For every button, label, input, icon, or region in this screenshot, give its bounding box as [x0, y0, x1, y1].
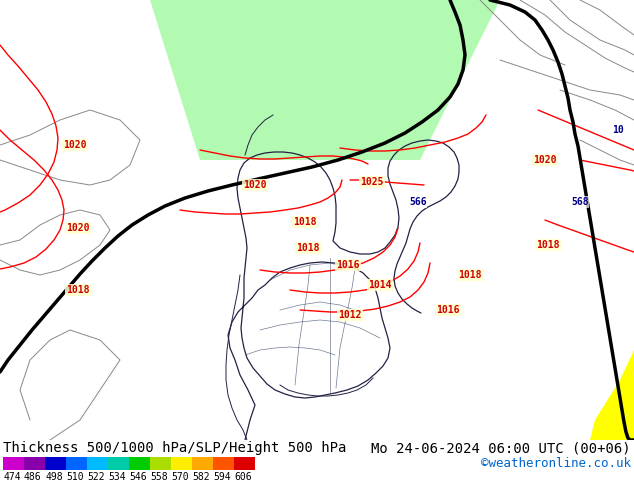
- Text: 582: 582: [192, 472, 210, 482]
- FancyBboxPatch shape: [24, 457, 45, 470]
- FancyBboxPatch shape: [213, 457, 234, 470]
- Polygon shape: [150, 0, 500, 160]
- FancyBboxPatch shape: [171, 457, 192, 470]
- Text: 568: 568: [571, 197, 589, 207]
- Text: 594: 594: [213, 472, 231, 482]
- Text: 10: 10: [612, 125, 624, 135]
- Text: 1018: 1018: [296, 243, 320, 253]
- Text: 1018: 1018: [458, 270, 482, 280]
- Text: 546: 546: [129, 472, 146, 482]
- Text: 566: 566: [409, 197, 427, 207]
- Text: 1020: 1020: [533, 155, 557, 165]
- Text: Mo 24-06-2024 06:00 UTC (00+06): Mo 24-06-2024 06:00 UTC (00+06): [372, 441, 631, 455]
- FancyBboxPatch shape: [234, 457, 255, 470]
- Text: 486: 486: [24, 472, 42, 482]
- FancyBboxPatch shape: [87, 457, 108, 470]
- Text: 1012: 1012: [339, 310, 362, 320]
- Text: 510: 510: [66, 472, 84, 482]
- Text: 1018: 1018: [294, 217, 317, 227]
- Text: 1018: 1018: [536, 240, 560, 250]
- Text: 1025: 1025: [360, 177, 384, 187]
- Text: 498: 498: [45, 472, 63, 482]
- Text: 606: 606: [234, 472, 252, 482]
- Text: 558: 558: [150, 472, 167, 482]
- FancyBboxPatch shape: [150, 457, 171, 470]
- FancyBboxPatch shape: [3, 457, 24, 470]
- Text: 1016: 1016: [336, 260, 359, 270]
- Text: ©weatheronline.co.uk: ©weatheronline.co.uk: [481, 457, 631, 470]
- FancyBboxPatch shape: [129, 457, 150, 470]
- Polygon shape: [590, 350, 634, 440]
- FancyBboxPatch shape: [108, 457, 129, 470]
- Text: 1016: 1016: [436, 305, 460, 315]
- Text: 570: 570: [171, 472, 189, 482]
- Text: 534: 534: [108, 472, 126, 482]
- Text: Thickness 500/1000 hPa/SLP/Height 500 hPa: Thickness 500/1000 hPa/SLP/Height 500 hP…: [3, 441, 346, 455]
- Text: 1020: 1020: [66, 223, 90, 233]
- Text: 522: 522: [87, 472, 105, 482]
- Text: 1020: 1020: [63, 140, 87, 150]
- Text: 1014: 1014: [368, 280, 392, 290]
- Text: 1020: 1020: [243, 180, 267, 190]
- FancyBboxPatch shape: [66, 457, 87, 470]
- FancyBboxPatch shape: [192, 457, 213, 470]
- Text: 1018: 1018: [66, 285, 90, 295]
- Text: 474: 474: [3, 472, 21, 482]
- FancyBboxPatch shape: [45, 457, 66, 470]
